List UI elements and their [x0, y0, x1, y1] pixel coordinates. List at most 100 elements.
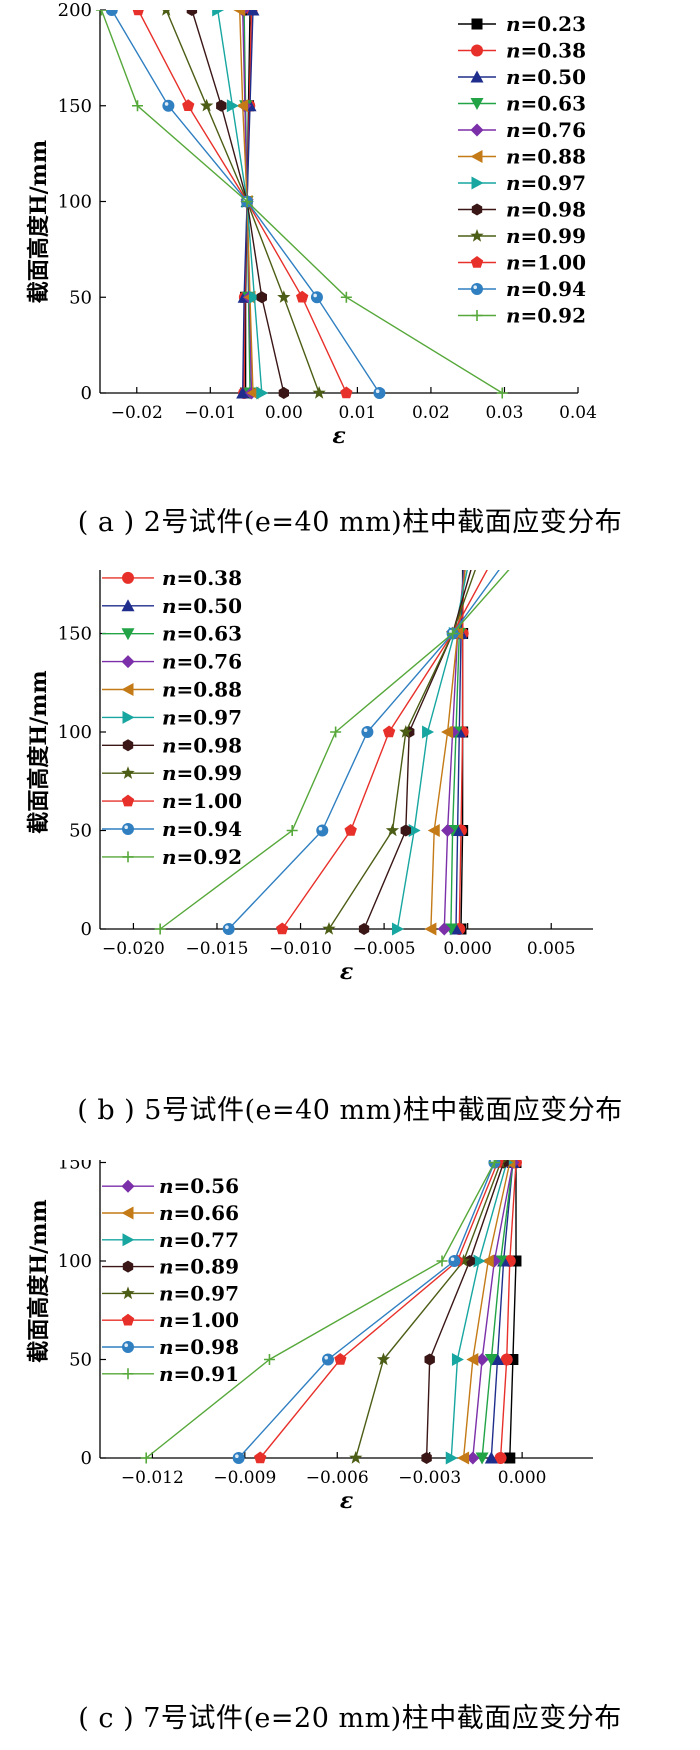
data-point — [95, 10, 107, 16]
series-n=0.56 — [466, 1160, 520, 1465]
data-point — [376, 1352, 391, 1366]
legend-marker — [122, 1368, 134, 1380]
data-point — [507, 1354, 519, 1365]
legend-marker — [121, 599, 135, 612]
x-tick-label: −0.01 — [184, 403, 236, 423]
series-n=0.98 — [232, 1160, 501, 1464]
data-point — [436, 1255, 448, 1267]
legend-label: n=0.99 — [162, 761, 242, 785]
legend-label: n=0.66 — [159, 1201, 239, 1225]
chart-caption-b: ( b ) 5号试件(e=40 mm)柱中截面应变分布 — [77, 1095, 623, 1126]
y-tick-label: 100 — [58, 192, 92, 213]
y-tick-label: 0 — [81, 1448, 92, 1469]
series-n=0.26 — [494, 1160, 522, 1464]
data-point — [241, 196, 253, 207]
data-point — [382, 725, 396, 738]
data-point — [457, 1451, 470, 1465]
data-point — [496, 387, 508, 399]
data-point — [256, 291, 267, 304]
series-line — [217, 10, 263, 394]
legend-marker — [470, 123, 484, 137]
data-point — [200, 98, 214, 112]
legend-marker — [122, 571, 134, 584]
legend-label: n=0.63 — [162, 622, 242, 646]
legend-marker — [471, 203, 483, 216]
legend-marker — [121, 1206, 134, 1220]
data-point — [424, 922, 437, 936]
legend-label: n=0.89 — [159, 1255, 239, 1279]
data-point — [373, 387, 386, 399]
y-tick-label: 100 — [58, 1251, 92, 1272]
legend-label: n=1.00 — [159, 1308, 239, 1332]
legend-label: n=0.77 — [159, 1228, 239, 1252]
data-point — [490, 1353, 504, 1365]
x-tick-label: 0.00 — [265, 403, 303, 423]
x-tick-label: 0.000 — [498, 1468, 547, 1488]
data-point — [162, 99, 175, 112]
series-line — [100, 10, 503, 394]
data-point — [500, 1353, 513, 1366]
data-point — [286, 825, 298, 836]
data-point — [385, 823, 400, 837]
series-n=0.94 — [222, 570, 500, 935]
x-tick-label: 0.03 — [486, 403, 524, 423]
data-point — [182, 99, 195, 111]
series-n=0.98 — [358, 570, 472, 935]
data-point — [276, 922, 289, 935]
chart-caption-a: ( a ) 2号试件(e=40 mm)柱中截面应变分布 — [77, 507, 623, 538]
data-point — [448, 1255, 461, 1267]
legend-label: n=0.88 — [506, 145, 586, 169]
data-point — [263, 1354, 275, 1365]
legend-marker — [471, 18, 483, 30]
data-point — [437, 922, 451, 936]
data-point — [277, 290, 291, 303]
legend-label: n=0.88 — [162, 678, 242, 702]
data-point — [296, 290, 309, 303]
legend-marker — [121, 794, 135, 807]
legend-label: n=0.92 — [162, 845, 242, 869]
data-point — [344, 824, 357, 836]
legend-label: n=0.56 — [159, 1174, 239, 1198]
y-axis-label: 截面高度H/mm — [26, 670, 52, 833]
series-n=0.98 — [186, 10, 289, 399]
data-point — [140, 1452, 152, 1464]
legend-label: n=0.38 — [162, 570, 242, 590]
legend-marker — [121, 1313, 135, 1326]
legend-label: n=0.98 — [162, 733, 242, 757]
data-point — [256, 386, 269, 400]
legend-label: n=0.38 — [506, 39, 586, 63]
x-tick-label: −0.006 — [306, 1468, 369, 1488]
legend: n=0.38 n=0.50 n=0.63 n=0.76 n=0.88 n=0.97 n=0.… — [102, 570, 242, 869]
x-tick-label: −0.009 — [213, 1468, 276, 1488]
x-tick-label: −0.02 — [111, 403, 163, 423]
data-point — [310, 291, 323, 304]
data-point — [358, 923, 370, 935]
data-point — [340, 291, 352, 303]
legend-marker — [122, 1341, 134, 1353]
legend-label: n=0.98 — [506, 198, 586, 222]
legend-marker — [122, 1233, 135, 1247]
x-axis-label: ε — [340, 959, 353, 985]
data-point — [154, 923, 166, 935]
chart-panel-a: 0 50 100 150 200 −0.02 −0.01 0.00 0.01 0.02 0.03 0.… — [0, 0, 700, 570]
data-point — [132, 10, 144, 16]
data-point — [105, 10, 118, 16]
legend-marker — [470, 150, 483, 163]
data-point — [322, 922, 336, 935]
legend: n=0.56 n=0.66 n=0.77 n=0.89n=0.97 n=1.00 n=0.… — [102, 1174, 239, 1386]
data-point — [422, 725, 435, 739]
legend-marker — [471, 310, 483, 321]
data-point — [510, 1255, 522, 1267]
legend-marker — [470, 256, 484, 268]
data-point — [236, 99, 249, 113]
data-point — [232, 1452, 245, 1464]
series-n=0.97 — [349, 1160, 508, 1464]
series-n=0.92 — [95, 10, 508, 399]
data-point — [316, 824, 329, 837]
data-point — [236, 386, 250, 399]
data-point — [246, 10, 260, 16]
legend-label: n=1.00 — [506, 251, 586, 275]
legend-marker — [122, 710, 135, 724]
series-n=1.00 — [276, 570, 488, 935]
chart-caption-c: ( c ) 7号试件(e=20 mm)柱中截面应变分布 — [78, 1703, 622, 1734]
